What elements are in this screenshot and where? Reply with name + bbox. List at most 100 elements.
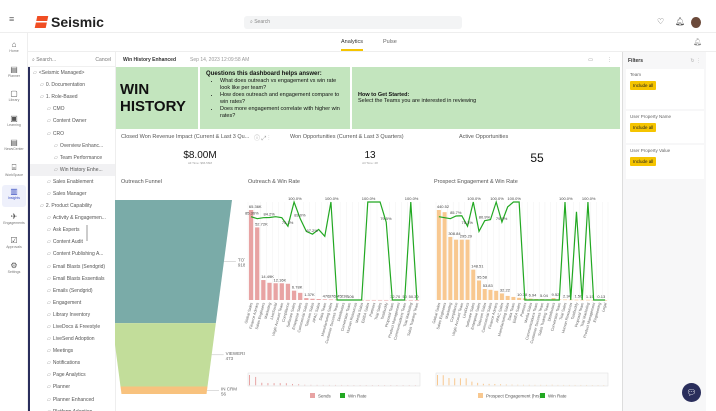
- folder-icon: ▱: [47, 311, 51, 318]
- tree-item-label: Planner Enhanced: [52, 396, 95, 403]
- include-all-chip[interactable]: Include all: [630, 81, 657, 90]
- tree-item[interactable]: ▱ Activity & Engagemen...: [28, 212, 115, 224]
- win-rate-line: [250, 199, 418, 301]
- tree-item[interactable]: ▱ 0. Documentation: [28, 79, 115, 91]
- bar-data-label: 0.13: [597, 294, 606, 299]
- tree-item[interactable]: ▱ Sales Manager: [28, 188, 115, 200]
- scrollbar-mini-bar: [442, 375, 444, 386]
- tree-item[interactable]: ▱ Content Publishing A...: [28, 248, 115, 260]
- nav-item-workspace[interactable]: ⌸ WorkSpace: [2, 161, 26, 183]
- nav-item-planner[interactable]: ▤ Planner: [2, 63, 26, 85]
- x-tick-label: Finance Admins: [249, 302, 260, 329]
- line-data-label: 100.0%: [405, 196, 419, 201]
- tree-item[interactable]: ▱ Page Analytics: [28, 369, 115, 381]
- bar: [248, 210, 254, 300]
- nav-item-engagements[interactable]: ✈ Engagements: [2, 210, 26, 232]
- tree-item[interactable]: ▱ Email Blasts Essentials: [28, 273, 115, 285]
- nav-item-home[interactable]: ⌂ Home: [2, 38, 26, 60]
- get-started-heading: How to Get Started:: [358, 92, 410, 98]
- x-tick-label: Compliance: [281, 302, 290, 322]
- bell-icon[interactable]: 🔔︎: [693, 39, 702, 46]
- favorites-icon[interactable]: ♡: [657, 17, 665, 26]
- nav-item-approvals[interactable]: ☑ Approvals: [2, 234, 26, 256]
- filter-user-property-name[interactable]: User Property Name Include all: [626, 111, 704, 143]
- tree-item[interactable]: ▱ Engagement: [28, 297, 115, 309]
- nav-item-library[interactable]: ▢ Library: [2, 87, 26, 109]
- tree-search-input[interactable]: ⌕ Search...: [32, 57, 57, 63]
- tree-item[interactable]: ▱ Win History Enhe...: [28, 163, 115, 176]
- tree-item[interactable]: ▱ LiveSend Adoption: [28, 333, 115, 345]
- tree-item[interactable]: ▱ Planner: [28, 381, 115, 393]
- seismic-logo[interactable]: Seismic: [34, 14, 104, 30]
- tree-item-label: Emails (Sendgrid): [52, 287, 93, 294]
- bar-data-label: 50.30: [409, 294, 420, 299]
- tree-item[interactable]: ▱ Content Owner: [28, 115, 115, 127]
- tree-item[interactable]: ▱ CMO: [28, 103, 115, 115]
- x-tick-label: Software Sales: [286, 302, 296, 328]
- logo-mark-icon: [34, 16, 49, 28]
- questions-heading: Questions this dashboard helps answer:: [206, 71, 322, 77]
- chat-button[interactable]: 💬︎: [682, 383, 701, 402]
- bar-data-label: 12.16K: [273, 277, 286, 282]
- tree-item[interactable]: ▱ Ask Experts: [28, 224, 115, 236]
- scrollbar-mini-bar: [285, 383, 287, 386]
- scrollbar-mini-bar: [500, 384, 502, 386]
- tree-item[interactable]: ▱ Email Blasts (Sendgrid): [28, 261, 115, 273]
- tree-item[interactable]: ▱ Team Performance: [28, 152, 115, 164]
- include-all-chip[interactable]: Include all: [630, 157, 657, 166]
- menu-icon[interactable]: ≡: [9, 14, 15, 24]
- bar: [371, 299, 377, 301]
- tree-search-placeholder: Search...: [36, 57, 57, 63]
- tree-item[interactable]: ▱ Overview Enhanc...: [28, 140, 115, 152]
- tree-item[interactable]: ▱ Content Audit: [28, 236, 115, 248]
- include-all-chip[interactable]: Include all: [630, 123, 657, 132]
- bar-data-label: 295.29: [460, 234, 473, 239]
- tree-scrollbar[interactable]: [86, 225, 88, 241]
- filter-user-property-value[interactable]: User Property Value Include all: [626, 145, 704, 179]
- kpi-revenue[interactable]: $8.00M All Time: $66.56M: [150, 150, 250, 165]
- tree-item[interactable]: ▱ Emails (Sendgrid): [28, 285, 115, 297]
- tree-item[interactable]: ▱ Meetings: [28, 345, 115, 357]
- nav-item-learning[interactable]: ▣ Learning: [2, 112, 26, 134]
- tree-item[interactable]: ▱ 1. Role-Based: [28, 91, 115, 103]
- kpi-won[interactable]: 13 All Time: 28: [320, 150, 420, 165]
- zoom-scrollbar[interactable]: [247, 372, 421, 387]
- tab-pulse[interactable]: Pulse: [383, 39, 397, 45]
- tree-item-label: Sales Manager: [52, 190, 87, 197]
- zoom-scrollbar[interactable]: [435, 372, 609, 387]
- nav-item-insights[interactable]: ▥ Insights: [2, 185, 26, 207]
- tree-item-label: Team Performance: [59, 154, 103, 161]
- notifications-icon[interactable]: 🔔︎: [675, 17, 686, 26]
- tree-item[interactable]: ▱ Library Inventory: [28, 309, 115, 321]
- tree-item[interactable]: ▱ LiveDocs & Freestyle: [28, 321, 115, 333]
- bar: [316, 299, 321, 300]
- folder-icon: ▱: [47, 409, 51, 411]
- scrollbar-mini-bar: [488, 383, 490, 386]
- tree-item[interactable]: ▱Platform Adoption: [28, 406, 115, 411]
- tree-item[interactable]: ▱ CRO: [28, 127, 115, 139]
- more-options-icon[interactable]: ⋮: [607, 56, 612, 63]
- nav-item-settings[interactable]: ⚙ Settings: [2, 259, 26, 281]
- tree-item[interactable]: ▱ Notifications: [28, 357, 115, 369]
- tab-analytics[interactable]: Analytics: [341, 39, 364, 51]
- filter-team[interactable]: Team Include all: [626, 69, 704, 109]
- funnel-stage-label: IN CRM: [221, 386, 237, 391]
- global-search-input[interactable]: ⌕ Search: [244, 16, 462, 29]
- bar-data-label: 238: [341, 294, 348, 299]
- kpi-active[interactable]: 55: [487, 151, 587, 165]
- present-icon[interactable]: ▭: [588, 56, 593, 63]
- tree-item[interactable]: ▱ Sales Enablement: [28, 176, 115, 188]
- bar: [365, 299, 370, 301]
- tree-item[interactable]: ▱ 2. Product Capability: [28, 200, 115, 212]
- kpi-sub: All Time: 28: [362, 161, 378, 165]
- cancel-button[interactable]: Cancel: [95, 57, 111, 63]
- reset-filters-icon[interactable]: ↻ ⋮: [690, 58, 701, 64]
- kpi-actions-icons[interactable]: ⓘ ⤢ ⋮: [254, 136, 270, 142]
- tree-item[interactable]: ▱ <Seismic Managed>: [28, 67, 115, 79]
- nav-item-newscenter[interactable]: ▤ NewsCenter: [2, 136, 26, 158]
- tree-item[interactable]: ▱ Planner Enhanced: [28, 394, 115, 406]
- user-avatar[interactable]: [691, 17, 701, 28]
